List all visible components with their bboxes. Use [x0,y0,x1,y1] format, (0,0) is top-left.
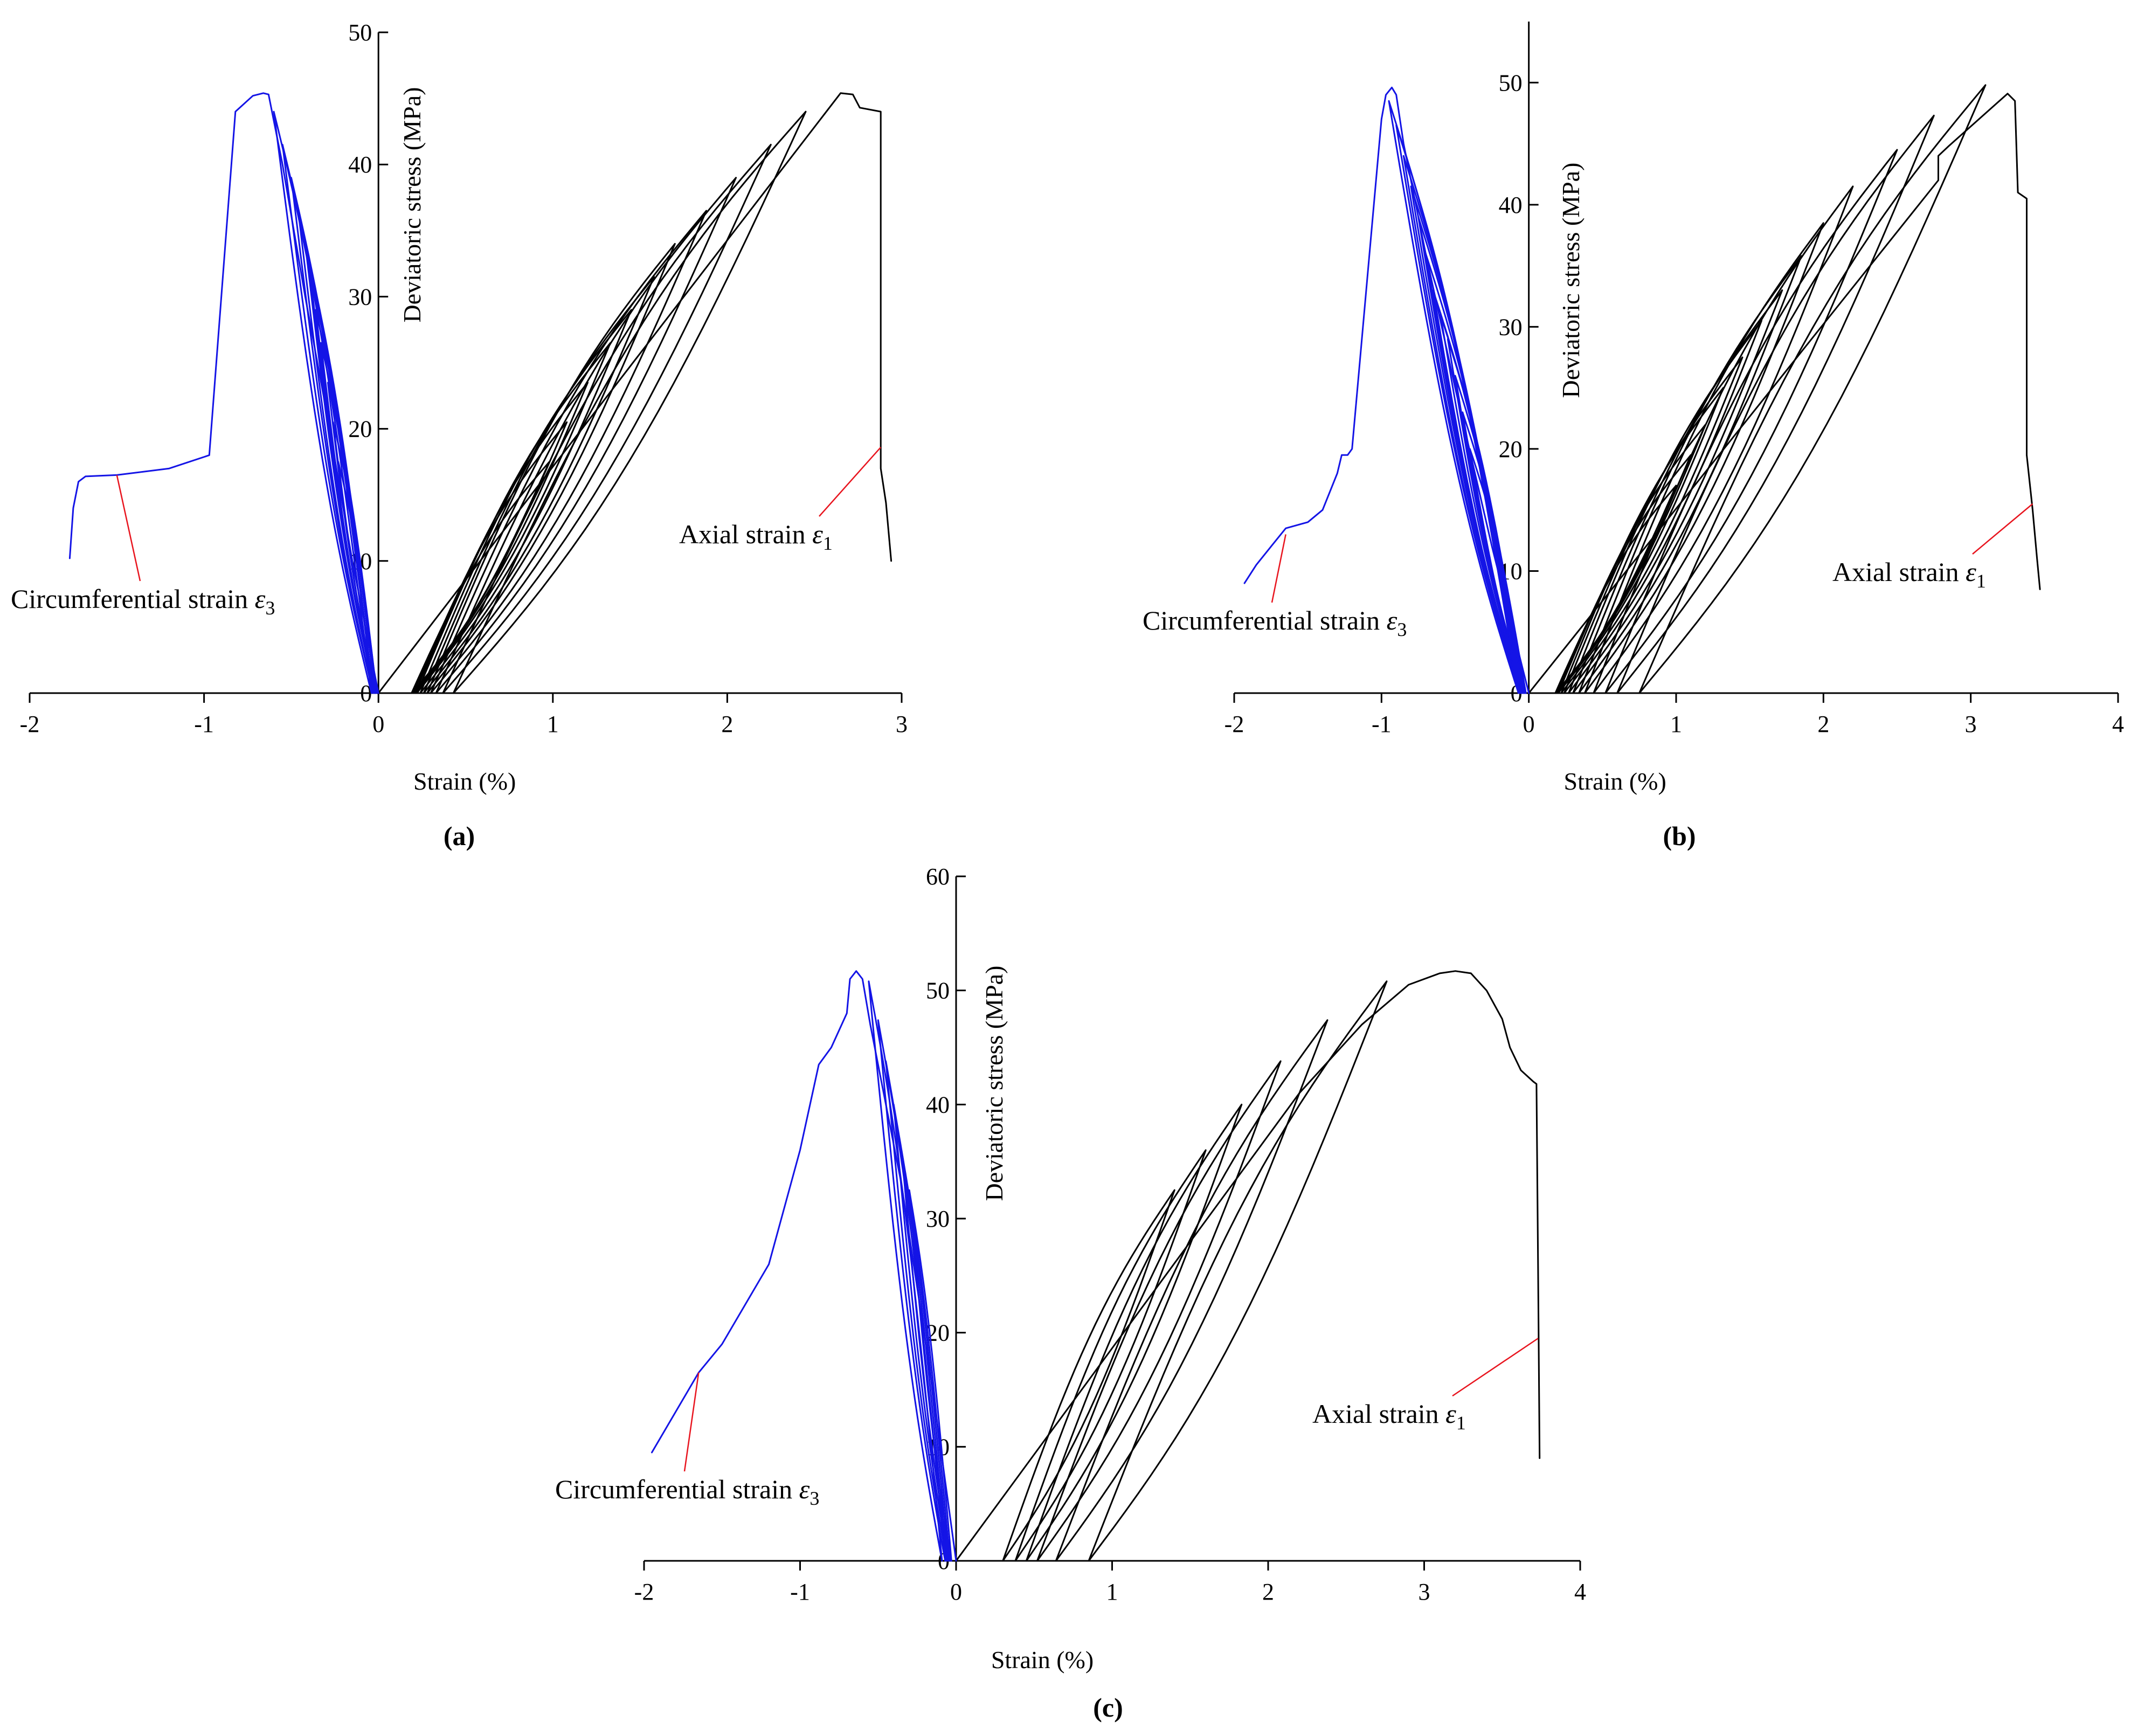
x-tick-label: -2 [20,711,40,737]
y-tick-label: 40 [1499,192,1523,218]
y-axis-title: Deviatoric stress (MPa) [980,966,1008,1201]
axial-series [955,970,1541,1562]
y-tick-label: 0 [360,680,372,707]
y-axis-title: Deviatoric stress (MPa) [398,87,426,323]
axial-envelope-line [377,92,892,694]
y-tick-label: 50 [348,19,372,46]
axial-hysteresis-loop [1638,84,1987,694]
x-tick-label: 3 [896,711,908,737]
axial-strain-label: Axial strain ε1 [1312,1399,1466,1434]
axial-hysteresis-loop [426,243,676,694]
axial-hysteresis-loop [1055,1019,1329,1562]
axial-hysteresis-loop [1088,980,1388,1562]
y-tick-label: 40 [926,1091,950,1118]
y-tick-label: 20 [348,416,372,442]
x-tick-label: 1 [1106,1579,1118,1605]
x-tick-label: -1 [790,1579,810,1605]
panel-label-c: (c) [1093,1692,1123,1723]
x-tick-label: 4 [1574,1579,1586,1605]
y-tick-label: 20 [1499,436,1523,462]
axial-hysteresis-loop [1584,222,1824,694]
y-tick-label: 30 [1499,314,1523,340]
panel-label-a: (a) [444,821,475,851]
axial-hysteresis-loop [442,143,772,694]
axial-hysteresis-loop [419,309,632,694]
x-tick-label: 1 [1670,711,1682,737]
axial-strain-label: Axial strain ε1 [679,519,833,554]
circumferential-envelope-line [68,92,379,694]
y-tick-label: 60 [926,863,950,890]
axial-hysteresis-loop [1572,289,1783,694]
circumferential-hysteresis-loop [1388,100,1519,694]
x-tick-label: 1 [547,711,559,737]
y-tick-label: 40 [348,151,372,178]
x-axis-title: Strain (%) [991,1646,1094,1673]
axial-hysteresis-loop [1002,1189,1175,1562]
circumferential-strain-label: Circumferential strain ε3 [555,1474,819,1509]
axial-hysteresis-loop [1036,1060,1282,1562]
axial-hysteresis-loop [452,110,807,694]
circumferential-hysteresis-loop [877,1019,946,1562]
x-tick-label: -1 [194,711,214,737]
axial-leader-line [1972,503,2033,555]
axial-hysteresis-loop [1025,1103,1243,1562]
axial-leader-line [819,447,882,517]
x-axis-title: Strain (%) [413,767,516,795]
x-tick-label: -2 [634,1579,654,1605]
axial-hysteresis-loop [414,382,589,694]
circumferential-envelope-line [1243,86,1530,694]
axial-leader-line [1452,1338,1539,1397]
x-tick-label: 0 [372,711,384,737]
circumferential-strain-label: Circumferential strain ε3 [11,584,275,619]
axial-series [1528,84,2041,694]
circumferential-hysteresis-loop [1410,185,1523,694]
circumferential-envelope-line [651,970,957,1562]
x-tick-label: -2 [1224,711,1244,737]
x-tick-label: 0 [1523,711,1535,737]
axial-hysteresis-loop [1604,149,1898,694]
circumferential-strain-label: Circumferential strain ε3 [1143,605,1407,640]
circumferential-hysteresis-loop [273,110,372,694]
y-tick-label: 30 [926,1206,950,1232]
axial-hysteresis-loop [1563,356,1743,694]
axial-strain-label: Axial strain ε1 [1832,557,1986,592]
circumferential-leader-line [683,1372,700,1472]
panel-label-b: (b) [1663,821,1696,851]
circumferential-series [651,970,957,1562]
y-tick-label: 50 [926,978,950,1004]
axial-hysteresis-loop [1568,320,1762,694]
circumferential-hysteresis-loop [327,382,378,694]
axial-hysteresis-loop [430,210,708,694]
circumferential-hysteresis-loop [868,980,943,1562]
x-tick-label: 2 [721,711,733,737]
x-axis-title: Strain (%) [1563,767,1666,795]
axial-envelope-line [1528,93,2041,694]
axial-series [377,92,892,694]
x-tick-label: 4 [2112,711,2124,737]
y-tick-label: 30 [348,283,372,310]
circumferential-series [1243,86,1530,694]
y-axis-title: Deviatoric stress (MPa) [1557,163,1585,398]
circumferential-leader-line [1271,534,1286,603]
x-tick-label: -1 [1372,711,1392,737]
axial-hysteresis-loop [1578,255,1802,694]
x-tick-label: 0 [950,1579,962,1605]
axial-hysteresis-loop [1593,185,1854,694]
axial-envelope-line [955,970,1541,1562]
x-tick-label: 2 [1817,711,1829,737]
axial-hysteresis-loop [1616,114,1935,694]
circumferential-leader-line [116,475,141,582]
axial-hysteresis-loop [1014,1149,1207,1562]
x-tick-label: 3 [1965,711,1977,737]
x-tick-label: 3 [1419,1579,1430,1605]
circumferential-series [68,92,379,694]
y-tick-label: 50 [1499,70,1523,96]
axial-hysteresis-loop [435,177,737,694]
x-tick-label: 2 [1262,1579,1274,1605]
